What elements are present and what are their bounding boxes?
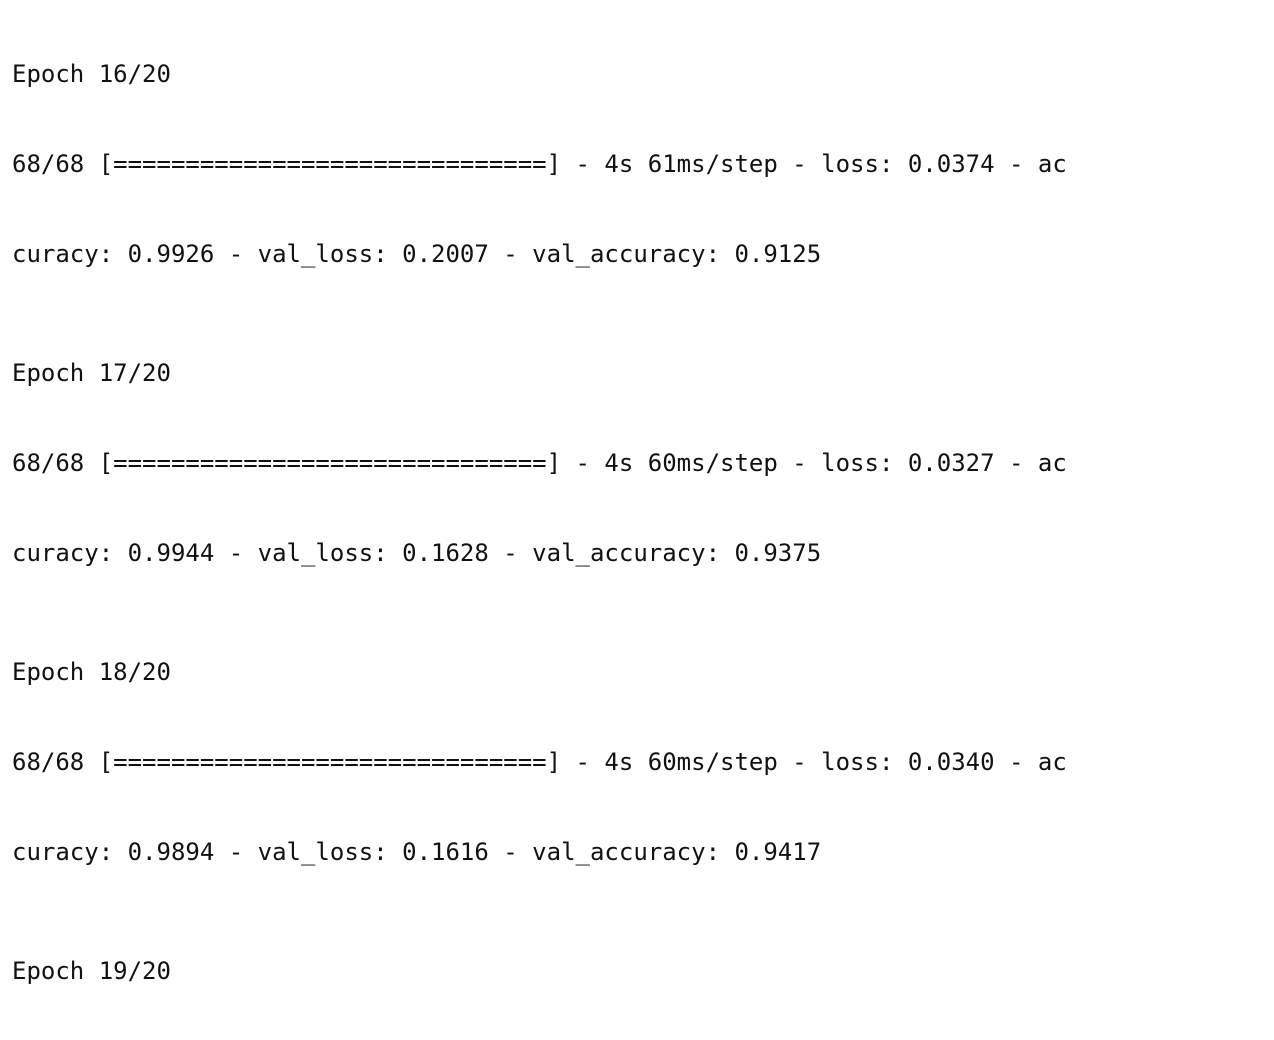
epoch-header: Epoch 16/20 [12,60,171,88]
metrics-line: curacy: 0.9944 - val_loss: 0.1628 - val_… [12,539,822,567]
epoch-header: Epoch 19/20 [12,957,171,985]
metrics-line: curacy: 0.9894 - val_loss: 0.1616 - val_… [12,838,822,866]
progress-line: 68/68 [==============================] -… [12,748,1067,776]
metrics-line: curacy: 0.9926 - val_loss: 0.2007 - val_… [12,240,822,268]
training-log-output: Epoch 16/20 68/68 [=====================… [12,60,1067,985]
progress-line: 68/68 [==============================] -… [12,150,1067,178]
progress-line: 68/68 [==============================] -… [12,449,1067,477]
epoch-header: Epoch 17/20 [12,359,171,387]
epoch-header: Epoch 18/20 [12,658,171,686]
